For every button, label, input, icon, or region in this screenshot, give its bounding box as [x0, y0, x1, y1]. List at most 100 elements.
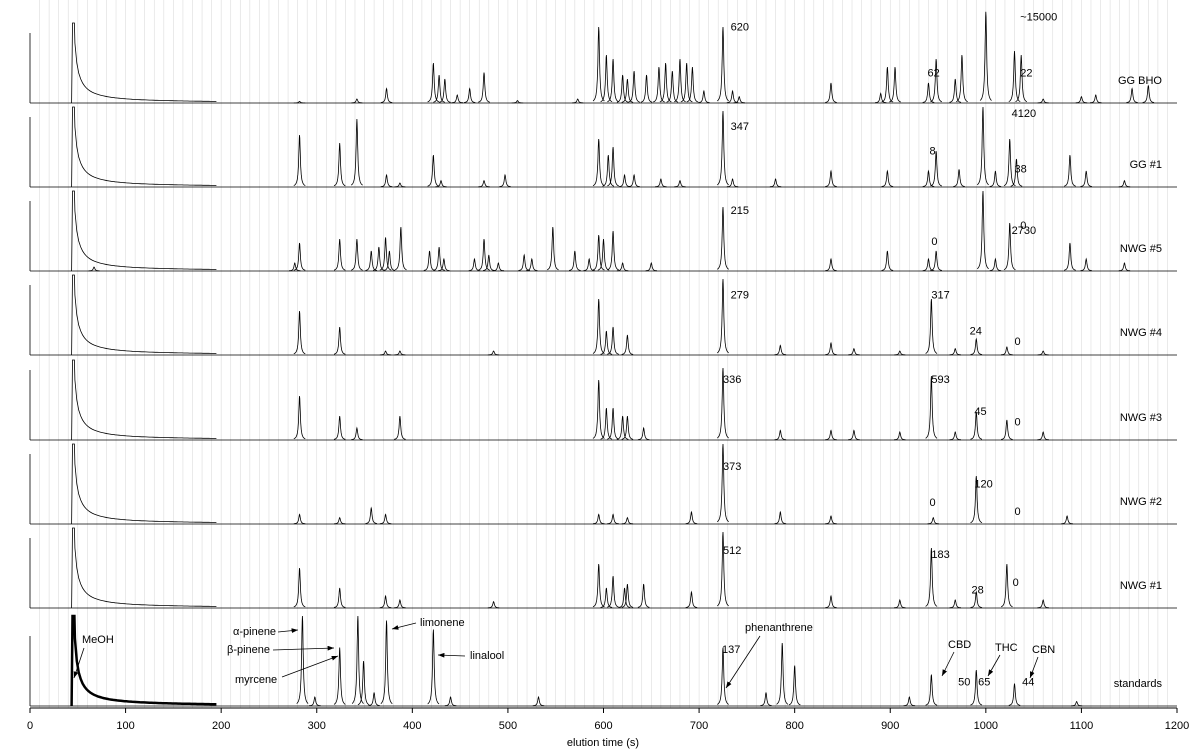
compound-label: β-pinene [227, 644, 270, 656]
peak [71, 443, 217, 525]
peak [925, 547, 938, 607]
peak [592, 138, 605, 187]
peak [680, 62, 693, 103]
peak [616, 262, 629, 272]
compound-label: THC [995, 642, 1018, 654]
trace-name: standards [1114, 678, 1163, 690]
peak [334, 238, 346, 271]
peak [1142, 85, 1155, 103]
peak [1037, 98, 1049, 104]
peak [774, 344, 787, 356]
peak [1000, 419, 1013, 440]
peak [1118, 179, 1131, 188]
peak [930, 58, 943, 103]
arrow [437, 652, 466, 658]
peak [525, 257, 538, 272]
peak [607, 575, 619, 608]
peak [71, 190, 217, 272]
peak [953, 169, 965, 187]
peak [394, 415, 406, 440]
peak [616, 74, 629, 103]
compound-label: myrcene [235, 674, 277, 686]
peak [776, 642, 789, 705]
peak [674, 179, 686, 188]
compound-label: CBD [948, 639, 971, 651]
peak [380, 87, 393, 103]
peak [1061, 515, 1073, 525]
arrow [725, 635, 761, 689]
peak [1090, 94, 1102, 104]
trace-name: NWG #5 [1120, 243, 1162, 255]
peak [922, 169, 935, 187]
peak [70, 614, 217, 707]
peak [600, 407, 613, 440]
peak-annotation: 373 [723, 461, 741, 473]
peak [717, 278, 729, 354]
peak-annotation: 215 [731, 205, 749, 217]
peak [894, 598, 906, 609]
peak [333, 415, 346, 440]
peak [774, 510, 787, 525]
trace-name: NWG #1 [1120, 580, 1162, 592]
peak [970, 411, 982, 440]
peak [825, 515, 837, 525]
peak [1118, 262, 1131, 272]
peak [659, 62, 672, 103]
peak [607, 326, 619, 355]
peak-annotation: 65 [978, 677, 990, 689]
peak [365, 250, 378, 271]
peak [592, 563, 605, 608]
peak [293, 395, 306, 440]
x-tick-label: 1100 [1070, 720, 1094, 732]
peak [1126, 87, 1138, 103]
peak [686, 66, 699, 103]
peak [350, 118, 363, 186]
peak [760, 692, 772, 706]
peak-annotation: 137 [722, 644, 740, 656]
peak-annotation: 50 [958, 677, 970, 689]
peak [621, 516, 634, 525]
trace: standards 137 50 65 44 [29, 614, 1177, 707]
peak [1064, 242, 1076, 271]
peak [889, 66, 901, 103]
peak [979, 11, 992, 101]
peak [726, 178, 739, 188]
peak [293, 513, 306, 525]
peak [71, 359, 217, 441]
peak [296, 615, 309, 704]
peak [351, 238, 363, 271]
peak [379, 594, 392, 609]
peak [293, 242, 306, 271]
compound-label: MeOH [82, 634, 114, 646]
peak [592, 26, 605, 102]
peak [427, 154, 440, 187]
peak [478, 238, 490, 271]
peak [546, 226, 559, 271]
peak [293, 134, 306, 186]
peak [380, 620, 393, 705]
trace: NWG #1 512 183 28 0 [29, 527, 1177, 609]
peak-annotation: 0 [1015, 336, 1021, 348]
x-tick-label: 1000 [974, 720, 998, 732]
peak [1015, 54, 1028, 103]
peak [293, 310, 306, 355]
compound-label: linalool [470, 650, 504, 662]
peak [487, 350, 500, 356]
peak [881, 169, 894, 187]
peak [848, 429, 860, 441]
peak [894, 430, 906, 441]
peak [733, 95, 745, 104]
compound-labels: MeOH α-pinene β-pinene myrcene limonene … [73, 617, 1055, 689]
peak [685, 510, 698, 525]
peak [607, 58, 619, 103]
trace-name: GG #1 [1130, 159, 1162, 171]
x-tick-label: 600 [594, 720, 612, 732]
peak [1010, 158, 1023, 187]
peak [607, 407, 619, 440]
peak [1070, 700, 1083, 707]
peak [592, 379, 605, 439]
peak [423, 250, 436, 271]
arrow [73, 647, 85, 679]
x-tick-label: 900 [881, 720, 899, 732]
